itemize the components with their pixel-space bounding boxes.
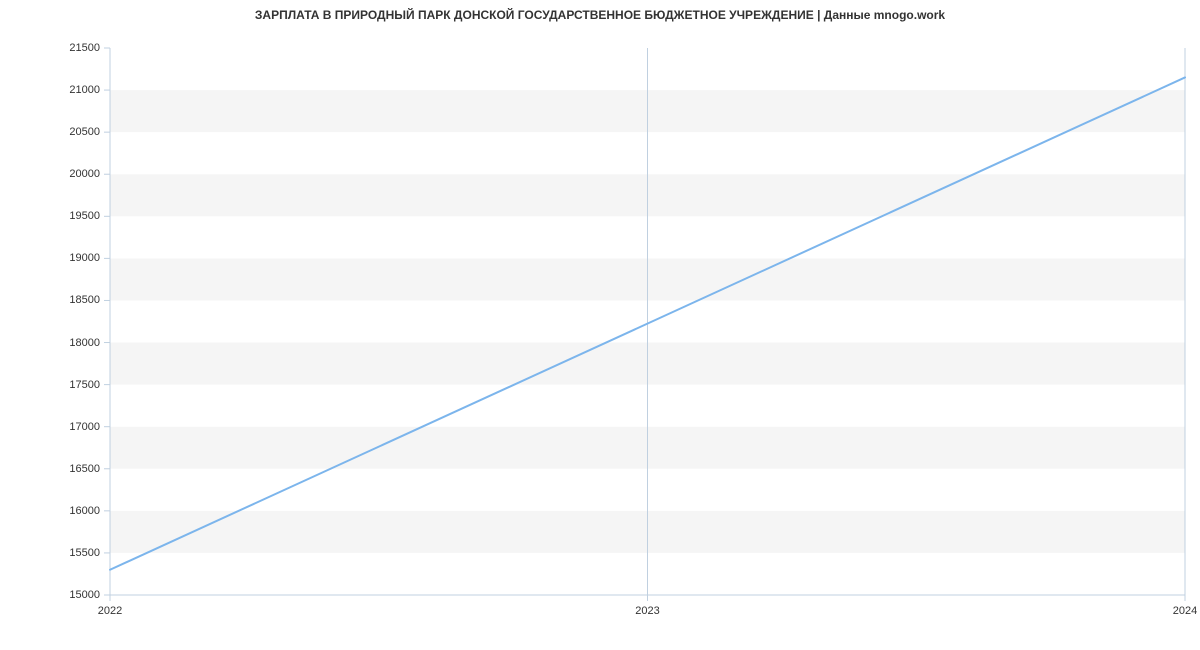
- y-tick-label: 17500: [0, 379, 100, 391]
- y-tick-label: 21000: [0, 84, 100, 96]
- y-tick-label: 15500: [0, 547, 100, 559]
- salary-line-chart: ЗАРПЛАТА В ПРИРОДНЫЙ ПАРК ДОНСКОЙ ГОСУДА…: [0, 0, 1200, 650]
- y-tick-label: 20500: [0, 126, 100, 138]
- chart-plot-svg: [0, 0, 1200, 650]
- y-tick-label: 16500: [0, 463, 100, 475]
- y-tick-label: 19000: [0, 252, 100, 264]
- x-tick-label: 2024: [1173, 605, 1197, 617]
- y-tick-label: 15000: [0, 589, 100, 601]
- y-tick-label: 20000: [0, 168, 100, 180]
- x-tick-label: 2023: [635, 605, 659, 617]
- y-tick-label: 18000: [0, 337, 100, 349]
- y-tick-label: 18500: [0, 294, 100, 306]
- y-tick-label: 17000: [0, 421, 100, 433]
- y-tick-label: 21500: [0, 42, 100, 54]
- y-tick-label: 19500: [0, 210, 100, 222]
- y-tick-label: 16000: [0, 505, 100, 517]
- x-tick-label: 2022: [98, 605, 122, 617]
